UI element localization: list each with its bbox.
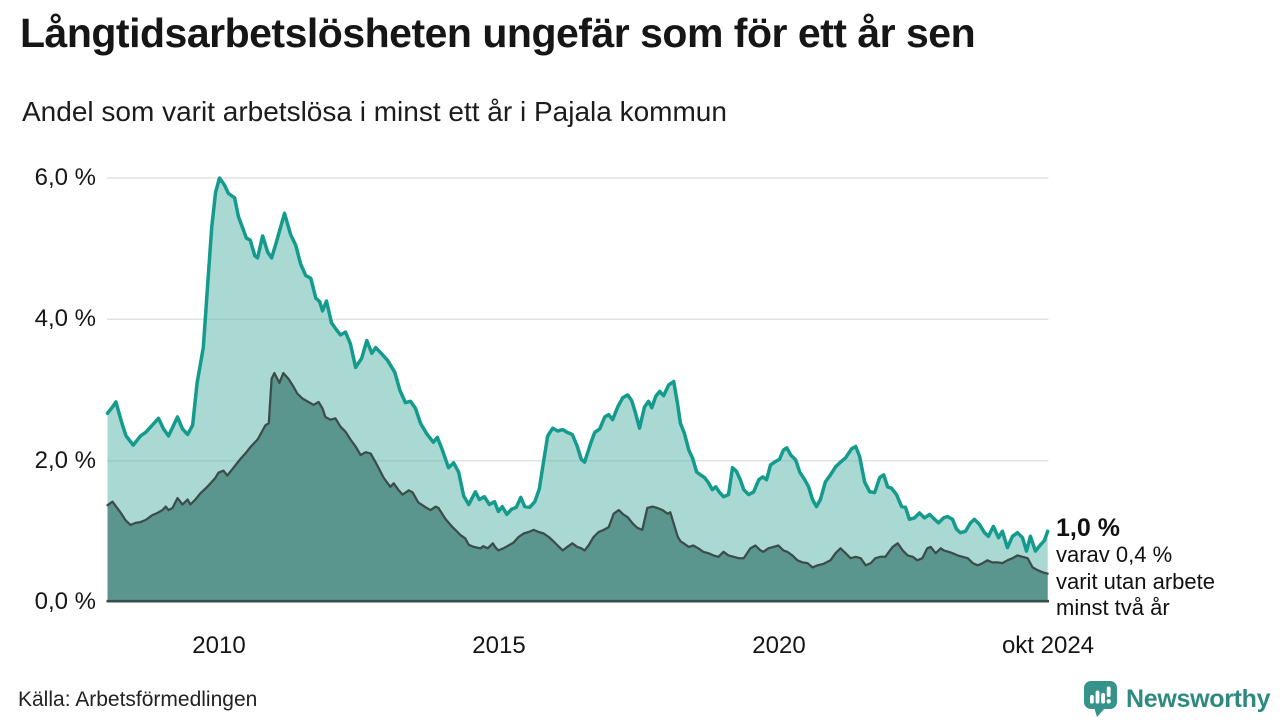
end-value-sub-2: varit utan arbete (1056, 568, 1215, 594)
page-title: Långtidsarbetslösheten ungefär som för e… (20, 10, 976, 56)
y-tick-6: 6,0 % (34, 164, 96, 191)
end-value-annotation: 1,0 % varav 0,4 % varit utan arbete mins… (1056, 514, 1280, 622)
end-value-total: 1,0 % (1056, 514, 1120, 542)
area-minst-ett-ar (107, 178, 1048, 602)
chart-subtitle: Andel som varit arbetslösa i minst ett å… (22, 96, 727, 127)
newsworthy-logo: Newsworthy (1082, 679, 1271, 719)
x-tick-okt-2024: okt 2024 (1001, 632, 1095, 659)
x-tick-2015: 2015 (472, 632, 526, 659)
y-tick-2: 2,0 % (34, 447, 96, 474)
x-tick-2010: 2010 (192, 632, 246, 659)
line-minst-ett-ar (105, 176, 1050, 553)
y-tick-0: 0,0 % (34, 588, 96, 615)
gridlines (107, 177, 1049, 462)
bar-chart-speech-bubble-icon (1084, 681, 1117, 717)
source-credit: Källa: Arbetsförmedlingen (18, 688, 258, 711)
brand-name: Newsworthy (1126, 684, 1271, 713)
line-minst-tva-ar (106, 371, 1049, 575)
area-minst-tva-ar (107, 373, 1048, 602)
y-tick-4: 4,0 % (34, 305, 96, 332)
end-value-sub-1: varav 0,4 % (1056, 542, 1173, 567)
x-tick-2020: 2020 (752, 632, 806, 659)
end-value-sub-3: minst två år (1056, 595, 1170, 620)
